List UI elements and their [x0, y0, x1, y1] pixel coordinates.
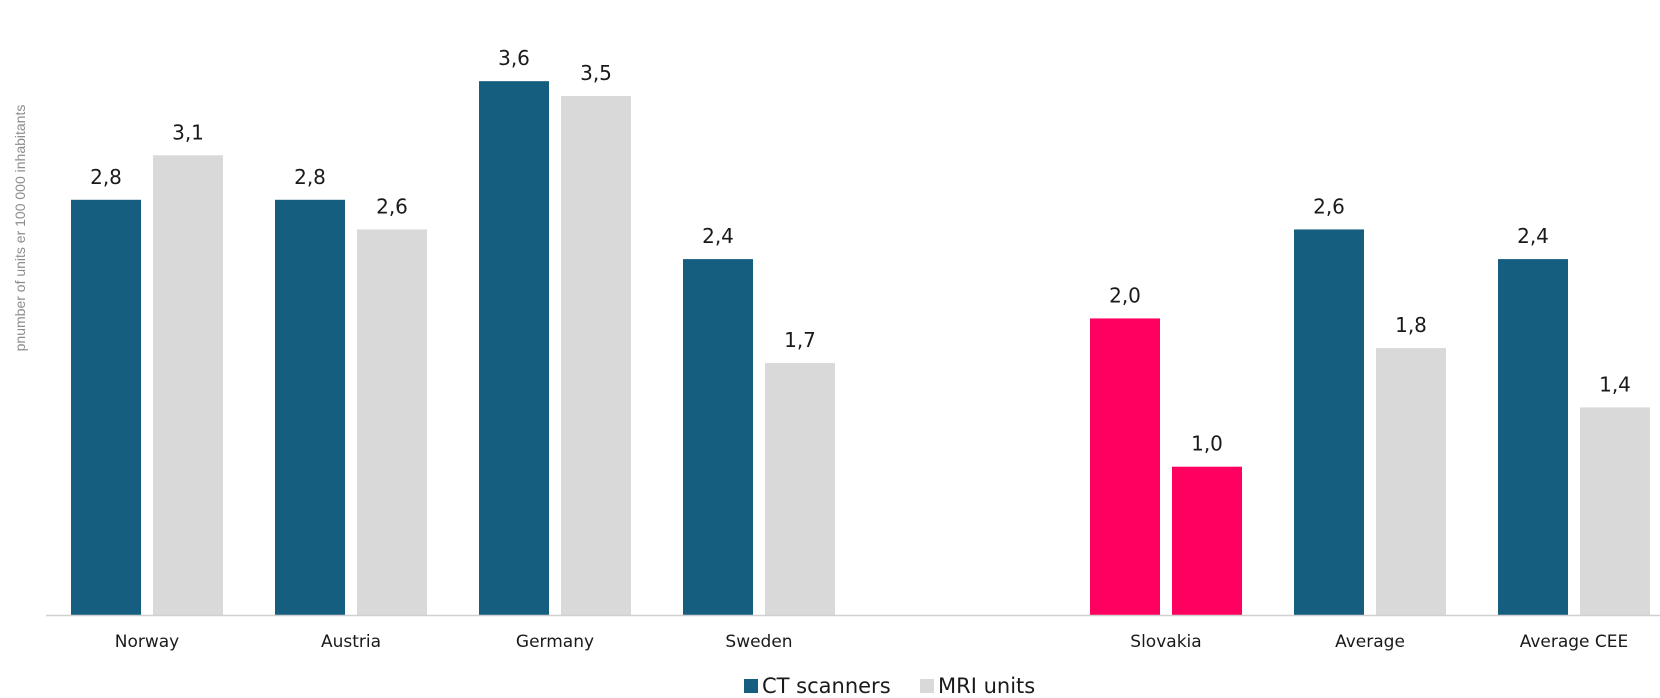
bar-slovakia-ct-scanners [1090, 318, 1160, 615]
bar-average-cee-ct-scanners [1498, 259, 1568, 615]
bar-norway-mri-units [153, 155, 223, 616]
x-tick-sweden: Sweden [725, 632, 792, 652]
bar-sweden-mri-units [765, 362, 835, 615]
legend-item-mri-units[interactable]: MRI units [920, 674, 1035, 698]
data-label-norway-ct-scanners: 2,8 [90, 165, 122, 189]
legend[interactable]: CT scanners MRI units [744, 674, 1035, 698]
data-label-norway-mri-units: 3,1 [172, 120, 204, 144]
bar-average-cee-mri-units [1580, 407, 1650, 615]
bar-austria-ct-scanners [275, 199, 345, 615]
x-tick-germany: Germany [516, 632, 594, 652]
x-tick-slovakia: Slovakia [1130, 632, 1201, 652]
data-labels-group: 2,8 3,1 2,8 2,6 3,6 3,5 2,4 1,7 2,0 1,0 2,6 1,8 2,4 1… [90, 46, 1631, 456]
data-label-average-cee-ct-scanners: 2,4 [1517, 224, 1549, 248]
legend-label-ct-scanners: CT scanners [762, 674, 891, 698]
x-tick-average-cee: Average CEE [1520, 632, 1629, 652]
x-tick-labels-group: Norway Austria Germany Sweden Slovakia Averag… [115, 632, 1629, 652]
data-label-sweden-ct-scanners: 2,4 [702, 224, 734, 248]
x-tick-average: Average [1335, 632, 1405, 652]
bar-slovakia-mri-units [1172, 466, 1242, 615]
bar-germany-ct-scanners [479, 81, 549, 615]
data-label-average-cee-mri-units: 1,4 [1599, 372, 1631, 396]
data-label-sweden-mri-units: 1,7 [784, 328, 816, 352]
data-label-average-mri-units: 1,8 [1395, 313, 1427, 337]
legend-swatch-ct-scanners [744, 679, 758, 693]
bar-average-ct-scanners [1294, 229, 1364, 615]
x-tick-austria: Austria [321, 632, 381, 652]
data-label-slovakia-mri-units: 1,0 [1191, 432, 1223, 456]
data-label-austria-mri-units: 2,6 [376, 194, 408, 218]
bar-norway-ct-scanners [71, 199, 141, 615]
legend-item-ct-scanners[interactable]: CT scanners [744, 674, 891, 698]
bars-group [71, 81, 1650, 616]
legend-swatch-mri-units [920, 679, 934, 693]
data-label-germany-mri-units: 3,5 [580, 61, 612, 85]
bar-sweden-ct-scanners [683, 259, 753, 615]
x-tick-norway: Norway [115, 632, 180, 652]
y-axis-label: pnumber of units er 100 000 inhabitants [12, 105, 28, 352]
bar-austria-mri-units [357, 229, 427, 615]
bar-average-mri-units [1376, 348, 1446, 615]
data-label-average-ct-scanners: 2,6 [1313, 194, 1345, 218]
bar-germany-mri-units [561, 95, 631, 616]
data-label-slovakia-ct-scanners: 2,0 [1109, 283, 1141, 307]
data-label-germany-ct-scanners: 3,6 [498, 46, 530, 70]
legend-label-mri-units: MRI units [938, 674, 1035, 698]
data-label-austria-ct-scanners: 2,8 [294, 165, 326, 189]
